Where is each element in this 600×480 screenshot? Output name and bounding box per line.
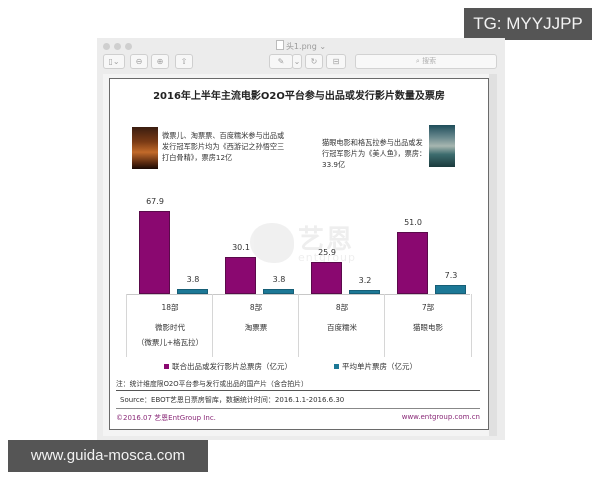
markup-menu-button[interactable]: ⌄ xyxy=(292,54,302,69)
infographic-image: 2016年上半年主流电影O2O平台参与出品或发行影片数量及票房 微票儿、淘票票、… xyxy=(109,78,489,430)
note-right: 猫眼电影和格瓦拉参与出品或发行冠军影片为《美人鱼》，票房：33.9亿 xyxy=(322,138,427,169)
category-cell: 8部淘票票 xyxy=(212,294,299,357)
image-viewport[interactable]: 2016年上半年主流电影O2O平台参与出品或发行影片数量及票房 微票儿、淘票票、… xyxy=(103,74,497,436)
legend-item-avg: 平均单片票房（亿元） xyxy=(334,361,417,372)
toolbox-icon: ⊟ xyxy=(332,57,340,66)
zoom-in-button[interactable]: ⊕ xyxy=(151,54,169,69)
watermark-badge-tg: TG: MYYJJPP xyxy=(464,8,592,40)
zoom-in-icon: ⊕ xyxy=(156,57,164,66)
toolbox-button[interactable]: ⊟ xyxy=(326,54,346,69)
bar-avg-1 xyxy=(263,289,294,294)
share-icon: ⇧ xyxy=(180,57,188,66)
share-button[interactable]: ⇧ xyxy=(175,54,193,69)
preview-window: 头1.png ⌄ ▯⌄ ⊖ ⊕ ⇧ ✎ ⌄ ↻ ⊟ ⌕ 搜索 xyxy=(97,38,505,440)
search-icon: ⌕ xyxy=(415,57,423,65)
bar-value-label: 30.1 xyxy=(232,243,250,252)
legend-swatch-total xyxy=(164,364,169,369)
chevron-down-icon[interactable]: ⌄ xyxy=(319,42,327,51)
note-left: 微票儿、淘票票、百度糯米参与出品或发行冠军影片均为《西游记之孙悟空三打白骨精》，… xyxy=(162,131,285,162)
bar-avg-3 xyxy=(435,285,466,294)
sidebar-icon: ▯⌄ xyxy=(108,57,120,66)
bar-value-label: 3.8 xyxy=(186,275,200,284)
platform-name: 微影时代 xyxy=(155,323,185,332)
film-count: 8部 xyxy=(249,303,263,312)
divider xyxy=(116,408,480,409)
zoom-window-button[interactable] xyxy=(125,43,132,50)
legend-swatch-avg xyxy=(334,364,339,369)
watermark-badge-site: www.guida-mosca.com xyxy=(8,440,208,472)
bar-value-label: 7.3 xyxy=(444,271,458,280)
watermark-en: entgroup xyxy=(298,251,356,264)
close-window-button[interactable] xyxy=(103,43,110,50)
category-cell: 18部微影时代 （微票儿+格瓦拉） xyxy=(126,294,213,357)
bar-total-3 xyxy=(397,232,428,294)
bar-avg-0 xyxy=(177,289,208,294)
entgroup-watermark: 艺恩 entgroup xyxy=(250,219,370,279)
source-line: Source：EBOT艺恩日票房智库，数据统计时间：2016.1.1-2016.… xyxy=(120,396,345,404)
zoom-out-icon: ⊖ xyxy=(135,57,143,66)
markup-button[interactable]: ✎ xyxy=(269,54,293,69)
film-count: 7部 xyxy=(421,303,435,312)
rotate-button[interactable]: ↻ xyxy=(305,54,323,69)
minimize-window-button[interactable] xyxy=(114,43,121,50)
vertical-scrollbar[interactable] xyxy=(489,74,497,436)
bar-value-label: 67.9 xyxy=(146,197,164,206)
bar-total-0 xyxy=(139,211,170,294)
divider xyxy=(116,390,480,391)
film-count: 18部 xyxy=(161,303,179,312)
platform-name: 猫眼电影 xyxy=(413,323,443,332)
bar-total-1 xyxy=(225,257,256,294)
movie-poster-meirenyu xyxy=(429,125,455,167)
category-cell: 7部猫眼电影 xyxy=(384,294,472,357)
search-placeholder: 搜索 xyxy=(422,57,437,65)
film-count: 8部 xyxy=(335,303,349,312)
sidebar-toggle-button[interactable]: ▯⌄ xyxy=(103,54,125,69)
legend-item-total: 联合出品或发行影片总票房（亿元） xyxy=(164,361,292,372)
entgroup-logo-icon xyxy=(250,223,294,263)
legend-label-total: 联合出品或发行影片总票房（亿元） xyxy=(172,362,292,371)
bar-value-label: 51.0 xyxy=(404,218,422,227)
category-cell: 8部百度糯米 xyxy=(298,294,385,357)
bar-chart: 67.9 3.8 30.1 3.8 25.9 3.2 51.0 7.3 xyxy=(110,79,488,429)
website-link: www.entgroup.com.cn xyxy=(401,413,480,421)
chart-title: 2016年上半年主流电影O2O平台参与出品或发行影片数量及票房 xyxy=(153,91,445,102)
platform-name: 百度糯米 xyxy=(327,323,357,332)
chevron-down-icon: ⌄ xyxy=(293,57,301,66)
rotate-icon: ↻ xyxy=(310,57,318,66)
copyright: ©2016.07 艺恩EntGroup Inc. xyxy=(116,414,216,422)
bar-value-label: 25.9 xyxy=(318,248,336,257)
bar-total-2 xyxy=(311,262,342,294)
window-title: 头1.png ⌄ xyxy=(97,40,505,52)
title-bar: 头1.png ⌄ xyxy=(97,38,505,52)
bar-avg-2 xyxy=(349,290,380,294)
legend-label-avg: 平均单片票房（亿元） xyxy=(342,362,417,371)
watermark-cn: 艺恩 xyxy=(298,225,355,255)
bar-value-label: 3.2 xyxy=(358,276,372,285)
window-title-text: 头1.png xyxy=(285,42,317,51)
movie-poster-xiyouji xyxy=(132,127,158,169)
search-field[interactable]: ⌕ 搜索 xyxy=(355,54,497,69)
platform-subname: （微票儿+格瓦拉） xyxy=(136,338,204,347)
platform-name: 淘票票 xyxy=(244,323,268,332)
footnote: 注：统计维度限O2O平台参与发行或出品的国产片（含合拍片） xyxy=(116,380,308,388)
zoom-out-button[interactable]: ⊖ xyxy=(130,54,148,69)
bar-value-label: 3.8 xyxy=(272,275,286,284)
pen-icon: ✎ xyxy=(277,57,285,66)
toolbar: ▯⌄ ⊖ ⊕ ⇧ ✎ ⌄ ↻ ⊟ ⌕ 搜索 xyxy=(97,52,505,72)
file-icon xyxy=(275,40,284,50)
